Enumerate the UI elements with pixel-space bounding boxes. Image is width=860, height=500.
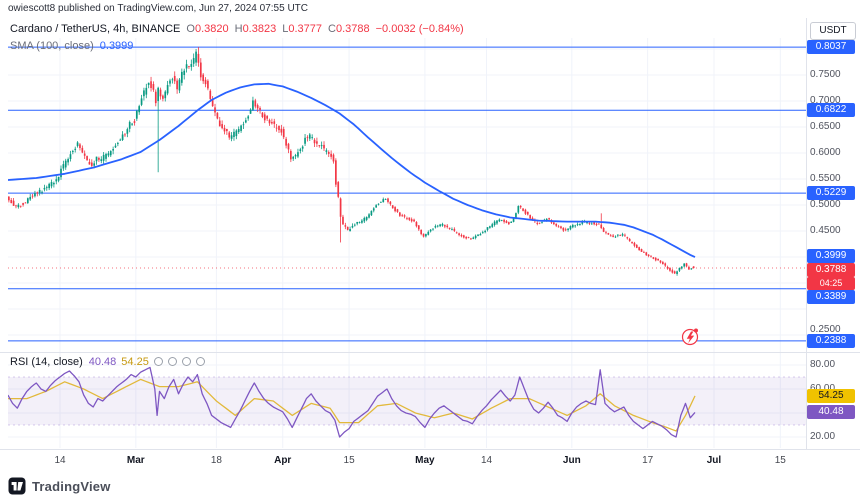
indicator-control-dot[interactable]	[153, 357, 163, 366]
price-axis-label: 0.4500	[810, 225, 841, 236]
time-axis-label: 14	[54, 455, 66, 466]
rsi-ma-line[interactable]	[8, 378, 696, 432]
rsi-line[interactable]	[8, 366, 696, 438]
rsi-legend-row[interactable]: RSI (14, close) 40.48 54.25	[10, 356, 205, 368]
price-axis-label: 0.5000	[810, 199, 841, 210]
indicator-control-dot[interactable]	[195, 357, 205, 366]
price-level-lines[interactable]	[8, 46, 806, 342]
indicator-control-dot[interactable]	[167, 357, 177, 366]
grid-lines	[8, 38, 806, 448]
time-axis-label: Mar	[126, 455, 145, 466]
indicator-control-dot[interactable]	[181, 357, 191, 366]
time-axis-label: 18	[210, 455, 222, 466]
sma-legend-row[interactable]: SMA (100, close) 0.3999	[10, 40, 133, 52]
bar-countdown-badge: 04:25	[807, 277, 855, 291]
ohlc-close-value: 0.3788	[335, 23, 370, 35]
attribution-text: owiescott8 published on TradingView.com,…	[8, 3, 308, 14]
price-axis-label: 0.6500	[810, 121, 841, 132]
tradingview-logo-icon	[8, 477, 26, 495]
ohlc-open-value: 0.3820	[194, 23, 229, 35]
time-axis-label: 17	[642, 455, 654, 466]
time-axis-label: Apr	[274, 455, 292, 466]
rsi-ma-badge: 54.25	[807, 388, 855, 403]
price-level-badge: 0.5229	[807, 186, 855, 201]
time-axis-label: 14	[480, 455, 493, 466]
rsi-axis-label: 60.00	[810, 383, 835, 394]
time-axis-label: Jul	[706, 455, 722, 466]
sma-legend-value: 0.3999	[99, 40, 134, 52]
sma-value-badge: 0.3999	[807, 249, 855, 264]
price-axis-label: 0.2500	[810, 324, 841, 335]
ohlc-open-label: O	[186, 23, 195, 35]
main-legend-row[interactable]: Cardano / TetherUS, 4h, BINANCE O0.3820 H0…	[10, 23, 464, 35]
footer-brand[interactable]: TradingView	[8, 477, 111, 495]
flash-marker[interactable]	[681, 328, 699, 346]
time-axis-label: 15	[343, 455, 355, 466]
last-price-badge: 0.3788	[807, 263, 855, 278]
change-value: −0.0032 (−0.84%)	[375, 23, 464, 35]
price-axis-label: 0.7000	[810, 95, 841, 106]
currency-unit-button[interactable]: USDT	[810, 22, 856, 40]
rsi-legend-title: RSI (14, close)	[10, 356, 83, 368]
sma-line[interactable]	[8, 82, 696, 258]
rsi-axis-label: 20.00	[810, 431, 836, 442]
rsi-axis-label: 80.00	[810, 359, 836, 370]
time-axis-label: May	[415, 455, 435, 466]
price-axis-label: 0.6000	[810, 147, 841, 158]
rsi-ma-legend-value: 54.25	[121, 356, 149, 368]
price-level-badge: 0.3389	[807, 290, 855, 305]
attribution-bar: owiescott8 published on TradingView.com,…	[8, 3, 308, 14]
candlestick-series	[8, 47, 695, 276]
ohlc-low-label: L	[282, 23, 289, 35]
brand-wordmark: TradingView	[32, 478, 111, 494]
ohlc-close-label: C	[328, 23, 336, 35]
rsi-band	[8, 377, 806, 425]
ohlc-high-value: 0.3823	[242, 23, 277, 35]
price-axis-label: 0.5500	[810, 173, 841, 184]
time-axis-label: Jun	[562, 455, 581, 466]
price-level-badge: 0.8037	[807, 40, 855, 55]
rsi-value-badge: 40.48	[807, 405, 855, 420]
price-axis-label: 0.7500	[810, 69, 841, 80]
sma-legend-title: SMA (100, close)	[10, 40, 94, 52]
ohlc-low-value: 0.3777	[288, 23, 322, 35]
price-level-badge: 0.6822	[807, 103, 855, 118]
symbol-title[interactable]: Cardano / TetherUS, 4h, BINANCE	[10, 23, 181, 35]
rsi-legend-value: 40.48	[88, 356, 117, 368]
price-level-badge: 0.2388	[807, 333, 855, 348]
time-scale[interactable]	[0, 450, 806, 470]
ohlc-high-label: H	[234, 23, 243, 35]
time-axis-label: 15	[774, 455, 786, 466]
